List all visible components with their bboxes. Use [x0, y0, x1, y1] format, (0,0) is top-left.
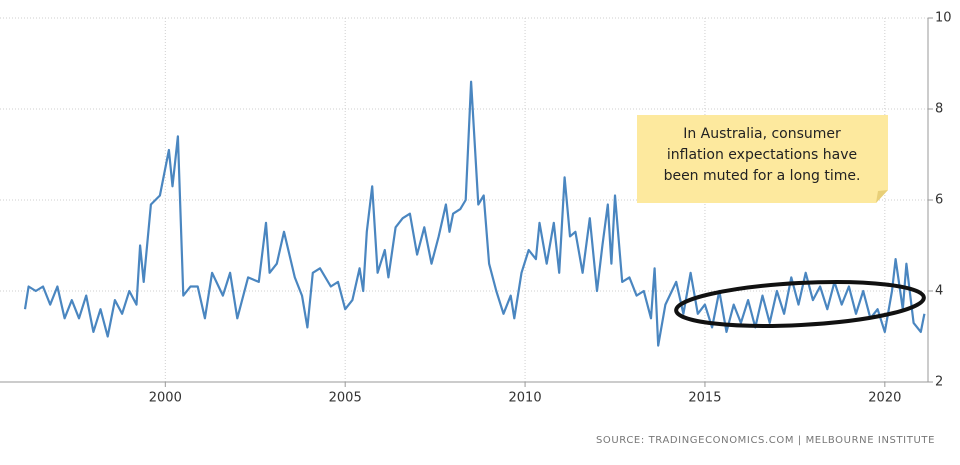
- note-fold: [876, 190, 888, 203]
- x-tick-label: 2005: [329, 391, 362, 406]
- series-line: [23, 80, 926, 347]
- y-tick-label: 4: [935, 284, 943, 299]
- sticky-note: [637, 115, 888, 203]
- x-tick-label: 2015: [688, 391, 721, 406]
- y-tick-label: 8: [935, 102, 943, 117]
- annotation-line: been muted for a long time.: [664, 168, 861, 184]
- x-tick-label: 2000: [149, 391, 182, 406]
- y-tick-label: 6: [935, 193, 943, 208]
- plot: 2 4 6 8 10 2000 2005 2010 2015 2020: [0, 11, 952, 406]
- highlight-ellipse: [674, 280, 926, 328]
- annotation: In Australia, consumer inflation expecta…: [637, 115, 888, 203]
- y-tick-label: 10: [935, 11, 952, 26]
- y-tick-label: 2: [935, 375, 943, 390]
- x-tick-label: 2010: [509, 391, 542, 406]
- x-tick-label: 2020: [868, 391, 901, 406]
- source: SOURCE: TRADINGECONOMICS.COM | MELBOURNE…: [596, 435, 935, 446]
- annotation-line: inflation expectations have: [667, 147, 857, 163]
- annotation-line: In Australia, consumer: [683, 126, 841, 142]
